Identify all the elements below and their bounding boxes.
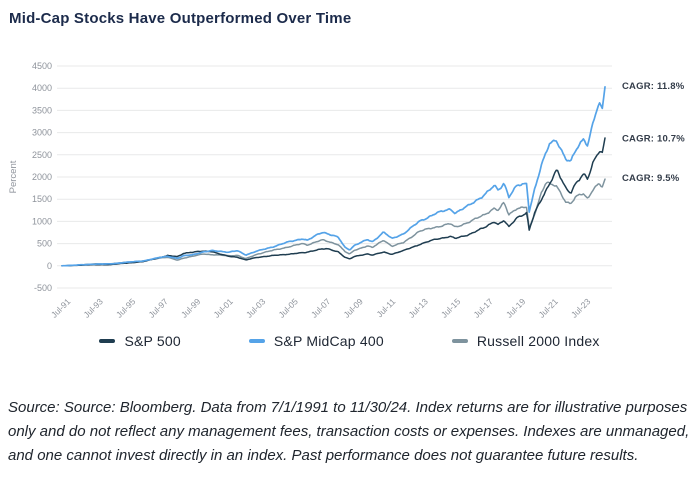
y-tick-label: 2000 [32, 172, 52, 182]
cagr-annotation: CAGR: 11.8% [622, 81, 685, 92]
x-tick-label: Jul-91 [49, 296, 73, 320]
y-tick-label: 1000 [32, 216, 52, 226]
x-tick-label: Jul-05 [276, 296, 300, 320]
x-tick-label: Jul-07 [309, 296, 333, 320]
legend-label: S&P 500 [124, 333, 181, 349]
legend-label: S&P MidCap 400 [273, 333, 384, 349]
legend-label: Russell 2000 Index [476, 333, 600, 349]
y-tick-label: 1500 [32, 194, 52, 204]
series-line-russell-2000-index [61, 178, 606, 267]
x-tick-label: Jul-97 [146, 296, 170, 320]
x-tick-label: Jul-03 [244, 296, 268, 320]
y-tick-label: 4500 [32, 61, 52, 71]
y-tick-label: 0 [47, 261, 52, 271]
y-tick-label: 4000 [32, 83, 52, 93]
series-line-s-p-500 [61, 137, 606, 267]
cagr-annotation: CAGR: 9.5% [622, 173, 680, 184]
y-tick-label: 3000 [32, 128, 52, 138]
chart-area: 4500 4000 3500 3000 2500 2000 1500 1000 500 0 -500… [0, 50, 699, 328]
x-tick-label: Jul-21 [536, 296, 560, 320]
x-tick-label: Jul-99 [179, 296, 203, 320]
x-tick-label: Jul-17 [471, 296, 495, 320]
x-tick-label: Jul-09 [341, 296, 365, 320]
midcap400-swatch-icon [248, 339, 265, 343]
x-tick-label: Jul-15 [439, 296, 463, 320]
cagr-annotation: CAGR: 10.7% [622, 133, 685, 144]
x-tick-label: Jul-23 [569, 296, 593, 320]
y-tick-label: 500 [37, 239, 52, 249]
y-tick-label: -500 [34, 283, 52, 293]
series-line-s-p-midcap-400 [61, 86, 606, 267]
source-disclaimer: Source: Source: Bloomberg. Data from 7/1… [8, 399, 690, 464]
x-tick-label: Jul-11 [374, 296, 397, 319]
legend-item-sp500: S&P 500 [99, 333, 181, 349]
legend-item-russell2000: Russell 2000 Index [451, 333, 600, 349]
x-tick-label: Jul-01 [211, 296, 235, 320]
line-chart: 4500 4000 3500 3000 2500 2000 1500 1000 500 0 -500… [8, 61, 685, 320]
russell2000-swatch-icon [451, 339, 468, 343]
sp500-swatch-icon [99, 339, 116, 343]
x-tick-label: Jul-13 [406, 296, 430, 320]
x-tick-label: Jul-93 [81, 296, 105, 320]
x-tick-label: Jul-19 [504, 296, 528, 320]
chart-legend: S&P 500 S&P MidCap 400 Russell 2000 Inde… [0, 333, 699, 349]
y-tick-label: 2500 [32, 150, 52, 160]
y-axis-label: Percent [8, 160, 19, 193]
legend-item-midcap400: S&P MidCap 400 [248, 333, 384, 349]
x-tick-label: Jul-95 [114, 296, 138, 320]
page-title: Mid-Cap Stocks Have Outperformed Over Ti… [9, 10, 352, 27]
y-tick-label: 3500 [32, 105, 52, 115]
